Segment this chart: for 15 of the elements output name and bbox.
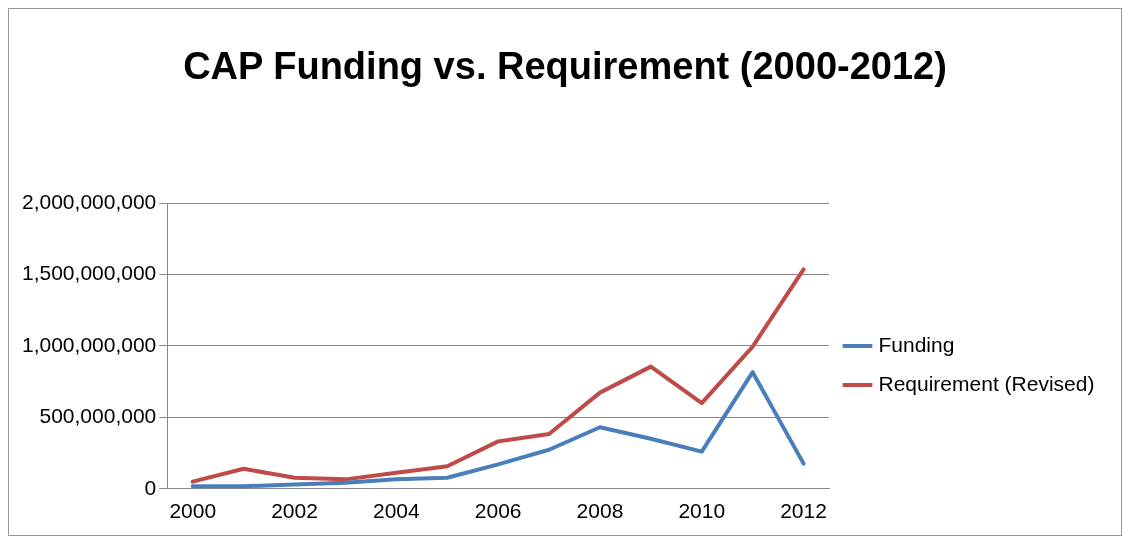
y-tick-label: 1,000,000,000 [22, 332, 157, 356]
y-tick-label: 0 [144, 475, 157, 499]
x-tick-label: 2008 [576, 499, 624, 523]
legend-label: Funding [878, 332, 955, 356]
x-tick-label: 2004 [372, 499, 421, 523]
x-tick-label: 2012 [780, 499, 827, 523]
x-tick-label: 2002 [271, 499, 318, 523]
legend-label: Requirement (Revised) [878, 371, 1095, 395]
x-tick-label: 2010 [678, 499, 726, 523]
y-tick-label: 1,500,000,000 [22, 261, 157, 285]
y-tick-label: 500,000,000 [39, 404, 157, 428]
y-tick-label: 2,000,000,000 [22, 189, 157, 213]
x-tick-label: 2006 [474, 499, 522, 523]
chart-title: CAP Funding vs. Requirement (2000-2012) [182, 44, 948, 89]
x-tick-label: 2000 [169, 499, 217, 523]
